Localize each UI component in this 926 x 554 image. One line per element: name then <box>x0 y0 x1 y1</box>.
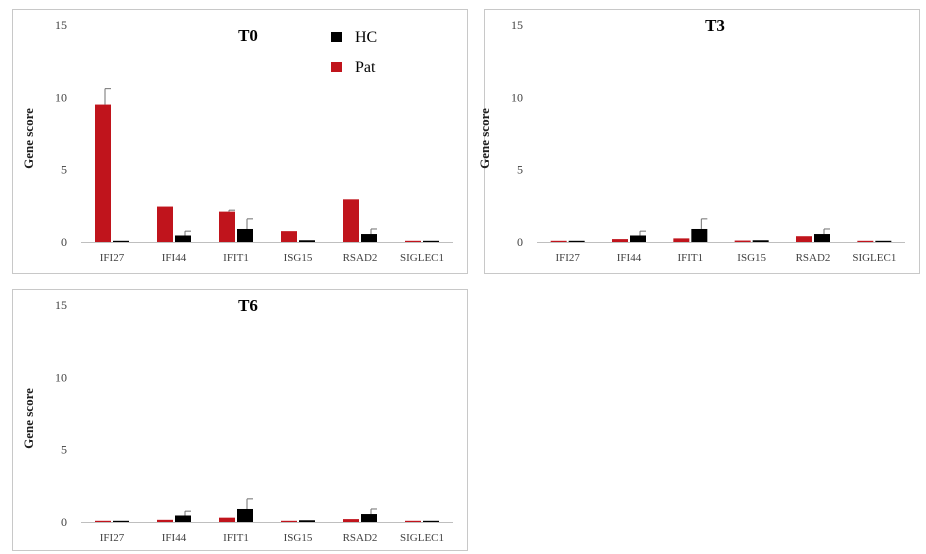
x-tick-label: RSAD2 <box>796 252 831 264</box>
bar-hc-rsad2 <box>361 514 377 522</box>
bar-pat-ifi27 <box>95 104 111 242</box>
legend-label-hc: HC <box>355 29 377 46</box>
legend-label-pat: Pat <box>355 59 376 76</box>
bar-chart-t3: 0 5 10 15 Gene score IFI27 IFI44 IFIT1 ISG15 RSAD… <box>477 16 905 264</box>
x-tick-label: RSAD2 <box>343 252 378 264</box>
x-tick-label: IFI44 <box>162 532 187 544</box>
y-tick-label: 0 <box>61 235 67 249</box>
bar-pat-siglec1 <box>405 520 421 522</box>
chart-title: T6 <box>238 296 258 315</box>
bar-pat-isg15 <box>281 520 297 522</box>
y-tick-label: 10 <box>55 90 67 104</box>
bar-hc-ifi44 <box>630 235 646 242</box>
x-tick-label: ISG15 <box>284 532 313 544</box>
y-tick-label: 15 <box>511 18 523 32</box>
bar-pat-ifi44 <box>612 239 628 242</box>
x-tick-label: IFIT1 <box>677 252 703 264</box>
bar-pat-ifi27 <box>95 520 111 522</box>
y-tick-label: 5 <box>517 163 523 177</box>
bar-pat-rsad2 <box>343 519 359 522</box>
legend-swatch-pat <box>331 62 342 72</box>
y-tick-label: 0 <box>61 515 67 529</box>
x-tick-label: IFI27 <box>555 252 580 264</box>
y-tick-label: 10 <box>511 90 523 104</box>
bar-hc-isg15 <box>752 240 769 242</box>
x-tick-label: IFIT1 <box>223 252 249 264</box>
y-tick-label: 5 <box>61 443 67 457</box>
y-tick-label: 5 <box>61 163 67 177</box>
bar-pat-ifi27 <box>550 240 567 242</box>
bar-hc-ifi44 <box>175 235 191 242</box>
bar-hc-rsad2 <box>361 234 377 242</box>
bar-pat-siglec1 <box>405 240 421 242</box>
x-tick-label: SIGLEC1 <box>400 252 444 264</box>
chart-panel-t0: 0 5 10 15 Gene score IFI27 IFI44 IFIT1 ISG15 RSAD… <box>12 9 468 274</box>
bar-pat-ifit1 <box>219 517 235 522</box>
bar-hc-siglec1 <box>875 240 892 242</box>
x-tick-label: IFI27 <box>100 532 125 544</box>
bar-pat-isg15 <box>281 231 297 242</box>
x-tick-label: ISG15 <box>284 252 313 264</box>
chart-panel-t6: 0 5 10 15 Gene score IFI27 IFI44 IFIT1 ISG15 RSAD… <box>12 289 468 551</box>
bar-hc-ifi27 <box>113 240 129 242</box>
y-tick-label: 15 <box>55 18 67 32</box>
bar-hc-siglec1 <box>423 520 439 522</box>
x-tick-label: ISG15 <box>737 252 766 264</box>
x-tick-label: IFIT1 <box>223 532 249 544</box>
bar-hc-isg15 <box>299 240 315 242</box>
y-axis-label: Gene score <box>477 108 492 169</box>
bar-pat-isg15 <box>734 240 751 242</box>
y-tick-label: 10 <box>55 370 67 384</box>
bar-pat-ifit1 <box>673 238 690 242</box>
bar-hc-rsad2 <box>814 234 830 242</box>
bar-hc-ifi44 <box>175 515 191 522</box>
bar-pat-rsad2 <box>796 236 812 242</box>
x-tick-label: SIGLEC1 <box>400 532 444 544</box>
bar-hc-isg15 <box>299 520 315 522</box>
x-tick-label: IFI27 <box>100 252 125 264</box>
chart-panel-t3: 0 5 10 15 Gene score IFI27 IFI44 IFIT1 ISG15 RSAD… <box>477 9 920 274</box>
x-tick-label: SIGLEC1 <box>852 252 896 264</box>
y-axis-label: Gene score <box>21 108 36 169</box>
x-tick-label: IFI44 <box>617 252 642 264</box>
bar-pat-ifi44 <box>157 519 173 522</box>
x-tick-label: RSAD2 <box>343 532 378 544</box>
bar-hc-ifi27 <box>113 520 129 522</box>
chart-title: T3 <box>705 16 725 35</box>
bar-hc-ifit1 <box>691 228 708 242</box>
chart-title: T0 <box>238 26 258 45</box>
bar-hc-ifi27 <box>568 240 585 242</box>
y-axis-label: Gene score <box>21 388 36 449</box>
bar-pat-rsad2 <box>343 199 359 242</box>
bar-chart-t0: 0 5 10 15 Gene score IFI27 IFI44 IFIT1 ISG15 RSAD… <box>21 18 453 264</box>
bar-hc-siglec1 <box>423 240 439 242</box>
bar-pat-ifit1 <box>219 211 235 242</box>
legend-swatch-hc <box>331 32 342 42</box>
y-tick-label: 0 <box>517 235 523 249</box>
bar-hc-ifit1 <box>237 228 253 242</box>
y-tick-label: 15 <box>55 298 67 312</box>
bar-pat-ifi44 <box>157 206 173 242</box>
x-tick-label: IFI44 <box>162 252 187 264</box>
bar-hc-ifit1 <box>237 508 253 522</box>
bar-pat-siglec1 <box>857 240 874 242</box>
bar-chart-t6: 0 5 10 15 Gene score IFI27 IFI44 IFIT1 ISG15 RSAD… <box>21 296 453 544</box>
